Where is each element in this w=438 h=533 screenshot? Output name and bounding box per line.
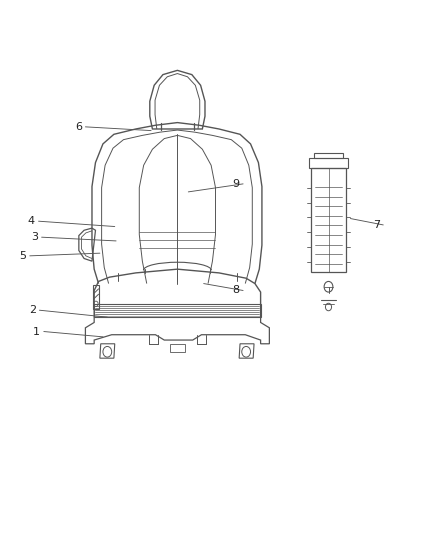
Text: 8: 8 (233, 286, 240, 295)
Text: 7: 7 (373, 220, 380, 230)
Text: 9: 9 (233, 179, 240, 189)
Text: 5: 5 (19, 251, 26, 261)
Text: 4: 4 (28, 216, 35, 226)
Text: 6: 6 (75, 122, 82, 132)
Text: 1: 1 (33, 327, 40, 336)
Text: 2: 2 (29, 305, 36, 315)
Text: 3: 3 (31, 232, 38, 242)
